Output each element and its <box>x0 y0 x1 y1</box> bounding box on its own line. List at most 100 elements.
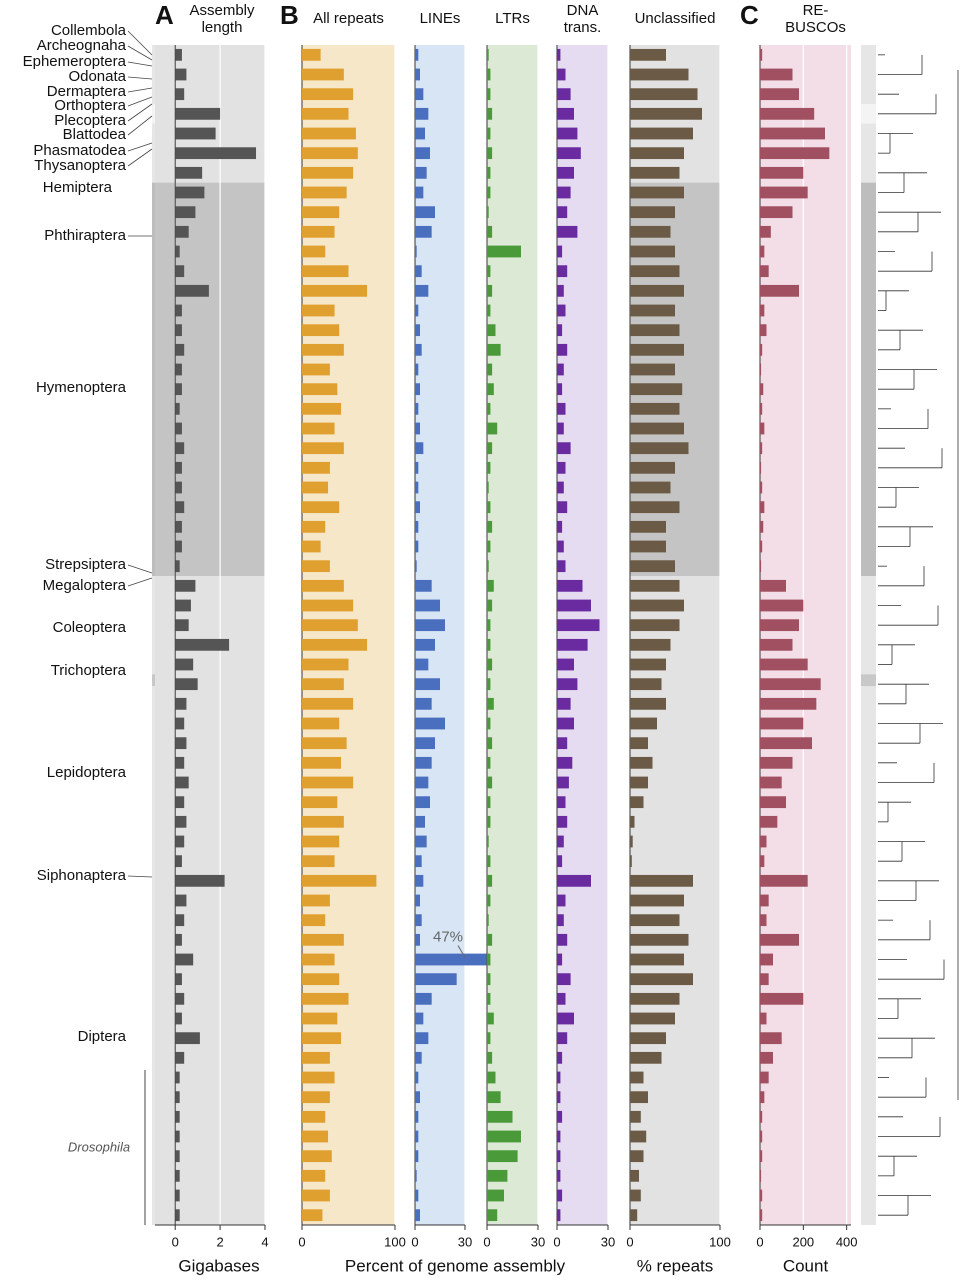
bar <box>630 855 632 868</box>
leader-line <box>127 564 153 574</box>
x-tick-label: 0 <box>483 1234 490 1249</box>
bar <box>630 560 675 573</box>
bar <box>487 756 491 769</box>
bar <box>557 324 563 337</box>
bar <box>487 343 501 356</box>
bar <box>175 619 189 632</box>
bar <box>487 442 493 455</box>
bar <box>487 68 491 81</box>
bar <box>557 284 564 297</box>
bar <box>557 933 568 946</box>
bar <box>760 658 808 671</box>
x-tick-label: 100 <box>384 1234 406 1249</box>
annotation: 47% <box>433 928 463 945</box>
bar <box>557 894 566 907</box>
bar <box>302 678 344 691</box>
genus-label: Drosophila <box>68 1139 130 1154</box>
bar <box>302 520 326 533</box>
bar <box>302 186 347 199</box>
panel-background <box>557 45 608 1225</box>
order-label: Orthoptera <box>54 97 126 114</box>
panel-title: LTRs <box>495 10 530 27</box>
bar <box>630 442 689 455</box>
bar <box>630 658 666 671</box>
bar <box>415 1071 419 1084</box>
bar <box>487 107 493 120</box>
bar <box>175 166 203 179</box>
bar <box>175 914 185 927</box>
x-tick-label: 30 <box>458 1234 472 1249</box>
bar <box>630 914 680 927</box>
bar <box>487 796 491 809</box>
bar <box>557 756 573 769</box>
bar <box>175 894 187 907</box>
bar <box>487 461 491 474</box>
bar <box>557 461 566 474</box>
bar <box>302 1071 335 1084</box>
order-band <box>155 182 265 576</box>
bar <box>415 737 435 750</box>
bar <box>760 1071 769 1084</box>
x-tick-label: 0 <box>553 1234 560 1249</box>
bar <box>487 560 489 573</box>
order-band <box>630 182 720 576</box>
bar <box>760 1130 763 1143</box>
bar <box>415 697 432 710</box>
bar <box>557 717 574 730</box>
bar <box>415 68 420 81</box>
bar <box>630 678 662 691</box>
bar <box>487 1209 498 1222</box>
bar <box>487 835 489 848</box>
bar <box>175 107 221 120</box>
bar <box>487 422 498 435</box>
bar <box>415 658 429 671</box>
bar <box>175 481 182 494</box>
bar <box>302 1189 330 1202</box>
bar <box>302 658 349 671</box>
bar <box>487 520 493 533</box>
bar <box>415 88 424 101</box>
bar <box>487 245 521 258</box>
bar <box>630 933 689 946</box>
panel-title: All repeats <box>313 10 384 27</box>
bar <box>302 265 349 278</box>
panel-label: A <box>155 0 174 30</box>
bar <box>760 815 778 828</box>
bar <box>557 1032 568 1045</box>
bar <box>175 442 185 455</box>
bar <box>760 1150 763 1163</box>
bar <box>760 540 763 553</box>
bar <box>487 88 491 101</box>
bar <box>415 206 435 219</box>
bar <box>175 992 185 1005</box>
bar <box>760 835 767 848</box>
bar <box>175 953 194 966</box>
bar <box>415 1012 424 1025</box>
bar <box>760 265 769 278</box>
bar <box>557 953 563 966</box>
bar <box>487 619 491 632</box>
panel-label: C <box>740 0 759 30</box>
bar <box>302 481 329 494</box>
bar <box>630 1110 641 1123</box>
bar <box>557 1130 561 1143</box>
bar <box>302 1110 326 1123</box>
bar <box>557 1169 561 1182</box>
bar <box>487 737 493 750</box>
bar <box>760 284 799 297</box>
bar <box>302 1091 330 1104</box>
panel-label: B <box>280 0 299 30</box>
leader-line <box>127 76 153 80</box>
bar <box>760 402 763 415</box>
bar <box>760 68 793 81</box>
bar <box>760 1169 762 1182</box>
bar <box>415 992 432 1005</box>
bar <box>415 1130 419 1143</box>
bar <box>630 973 693 986</box>
bar <box>760 363 762 376</box>
bar <box>415 501 420 514</box>
bar <box>557 363 564 376</box>
bar <box>557 658 574 671</box>
bar <box>487 1012 494 1025</box>
